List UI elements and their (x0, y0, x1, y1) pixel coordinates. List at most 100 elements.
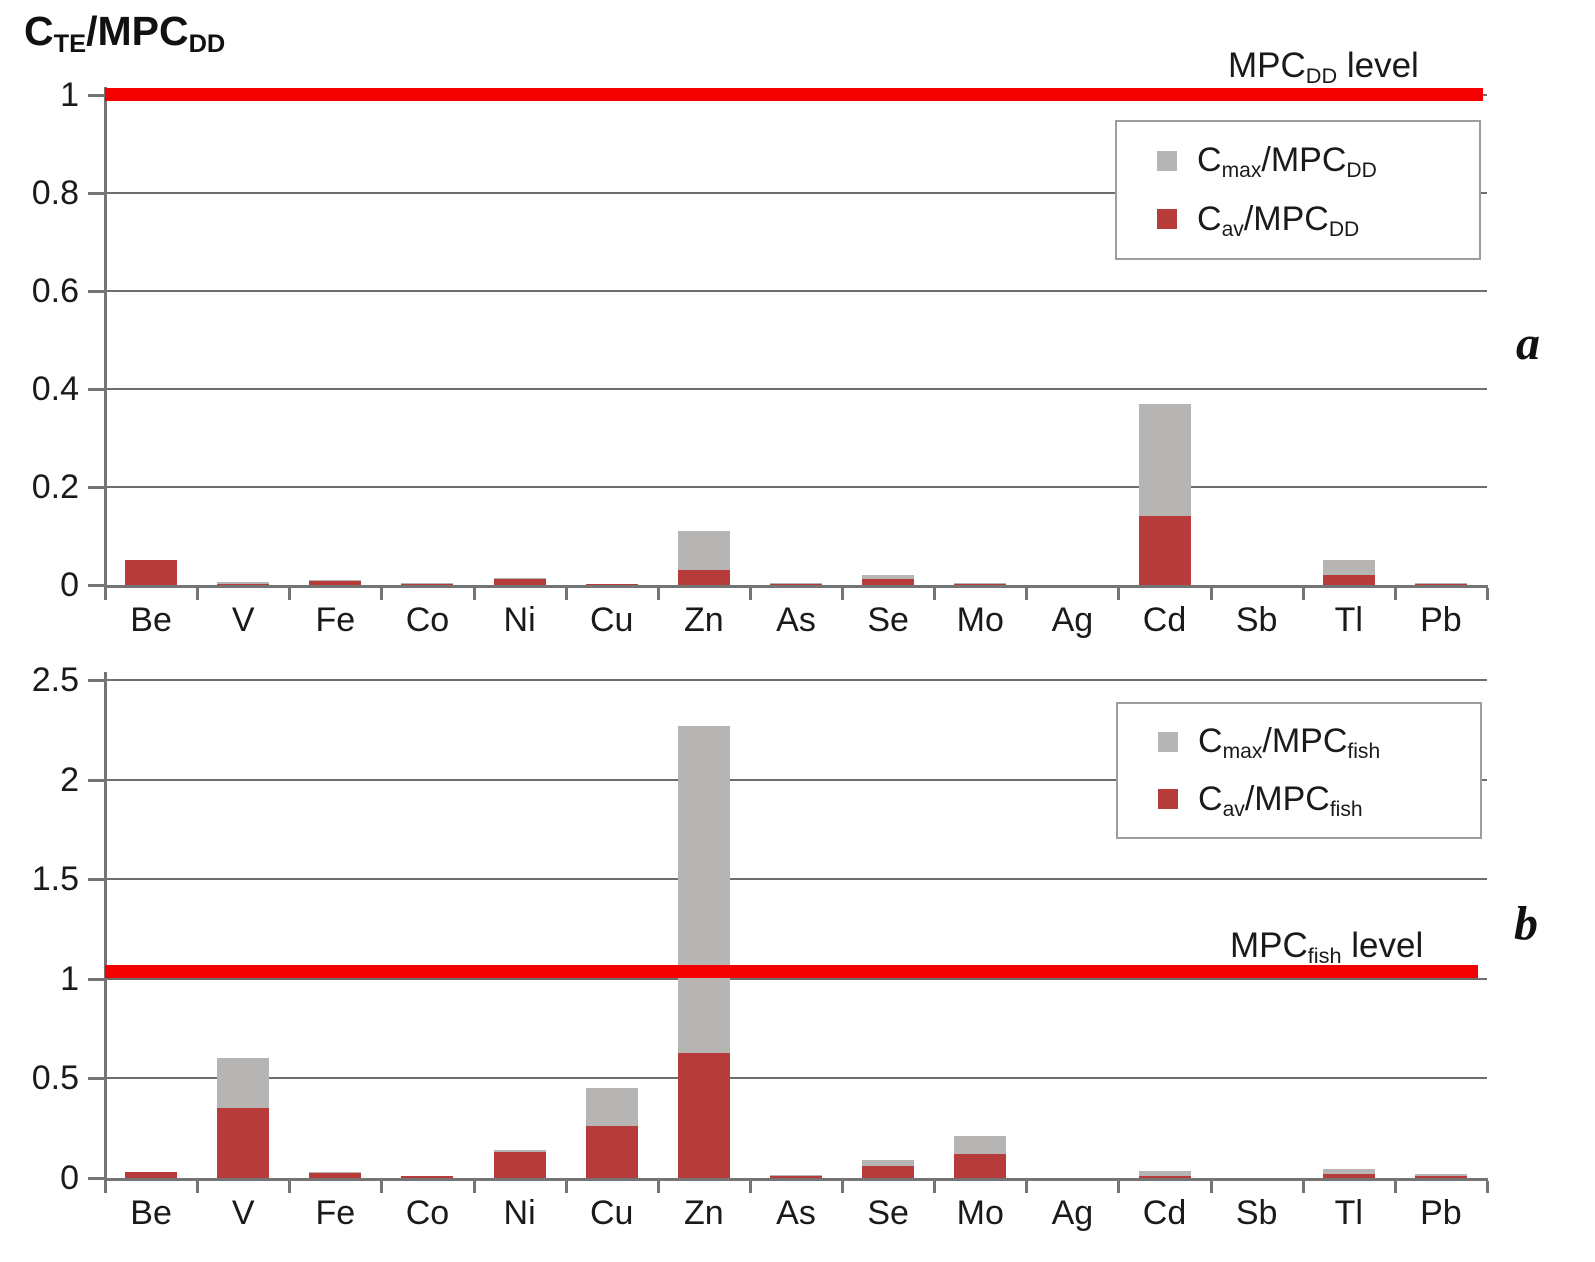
mpc-dd-level-label: MPCDD level (1228, 46, 1419, 86)
legend-label-cav: Cav/MPCfish (1198, 779, 1363, 820)
legend-subscript: max (1222, 740, 1263, 764)
legend-subscript: av (1221, 217, 1244, 241)
bar-max-As (770, 583, 822, 584)
legend-text: /MPC (1261, 141, 1347, 180)
title-subscript: TE (53, 30, 87, 59)
x-category-label-Cu: Cu (589, 1194, 634, 1232)
legend-item-cmax: Cmax/MPCfish (1158, 722, 1480, 764)
x-tick (656, 1181, 660, 1193)
x-category-label-Ni: Ni (503, 601, 536, 639)
x-category-label-Tl: Tl (1334, 1194, 1363, 1232)
y-tick-label: 0.5 (31, 1059, 79, 1098)
legend-subscript: fish (1347, 740, 1381, 764)
legend-subscript: max (1221, 159, 1262, 183)
x-category-label-Sb: Sb (1235, 601, 1278, 639)
x-category-label-Mo: Mo (956, 601, 1004, 639)
y-axis (104, 672, 107, 1181)
cmax-swatch-icon (1157, 150, 1177, 171)
x-tick (933, 1181, 937, 1193)
title-subscript: DD (188, 30, 226, 59)
y-tick-label: 1 (60, 76, 79, 114)
x-tick (196, 588, 200, 600)
x-category-label-Be: Be (130, 601, 172, 639)
bar-max-Cd (1138, 404, 1191, 516)
y-tick (88, 1177, 105, 1180)
y-tick-label: 2 (60, 760, 79, 799)
x-axis (104, 585, 1488, 588)
bar-av-Se (862, 1166, 915, 1178)
bar-max-As (770, 1175, 822, 1176)
bar-av-Zn (677, 1053, 730, 1178)
y-tick-label: 0 (60, 566, 79, 604)
bar-av-Be (125, 1172, 178, 1178)
gridline-0.6 (105, 290, 1487, 292)
x-category-label-Pb: Pb (1420, 1194, 1462, 1232)
x-category-label-Sb: Sb (1235, 1194, 1278, 1232)
x-category-label-V: V (231, 1194, 255, 1232)
bar-max-Zn (677, 531, 730, 570)
bar-av-Co (401, 1176, 454, 1178)
x-category-label-Cu: Cu (589, 601, 634, 639)
gridline-2.5 (105, 679, 1487, 681)
x-category-label-Zn: Zn (684, 1194, 724, 1232)
legend-subscript: DD (1346, 159, 1377, 183)
bar-max-Pb (1414, 1174, 1467, 1176)
bar-av-As (770, 1176, 822, 1178)
mpc-label-subscript: DD (1305, 63, 1338, 89)
y-tick-label: 0.6 (31, 272, 79, 310)
bar-av-Mo (954, 1154, 1007, 1178)
x-category-label-As: As (776, 1194, 816, 1232)
mpc-label-text: MPC (1228, 46, 1306, 85)
y-tick (88, 1077, 105, 1081)
x-tick (841, 1181, 845, 1193)
mpc-label-text: MPC (1230, 926, 1308, 965)
x-tick (380, 588, 384, 600)
x-tick (1486, 1181, 1489, 1193)
x-category-label-Ni: Ni (503, 1194, 536, 1232)
x-tick (1117, 588, 1121, 600)
legend-text: C (1198, 722, 1223, 761)
x-tick (1025, 588, 1029, 600)
y-tick (88, 290, 105, 293)
cmax-swatch-icon (1158, 731, 1178, 752)
x-tick (104, 1181, 107, 1193)
bar-av-Fe (309, 1173, 362, 1178)
bar-av-Tl (1322, 1174, 1375, 1178)
legend-item-cav: Cav/MPCfish (1158, 779, 1480, 820)
gridline-0.5 (105, 1077, 1487, 1080)
x-tick (1209, 588, 1213, 600)
legend-text: C (1198, 779, 1223, 818)
y-tick-label: 1 (60, 959, 79, 998)
x-tick (104, 588, 107, 600)
cav-swatch-icon (1157, 209, 1177, 230)
x-category-label-As: As (776, 601, 816, 639)
bar-av-Be (125, 560, 178, 585)
x-tick (196, 1181, 200, 1193)
x-tick (288, 588, 292, 600)
legend-label-cmax: Cmax/MPCfish (1198, 722, 1381, 764)
bar-max-V (217, 582, 270, 584)
bar-max-Zn (677, 726, 730, 1053)
gridline-0.2 (105, 486, 1487, 488)
gridline-2 (105, 778, 1487, 781)
bar-av-Cu (585, 584, 638, 585)
x-category-label-Co: Co (405, 601, 450, 639)
x-tick (1301, 588, 1305, 600)
x-category-label-Fe: Fe (315, 1194, 356, 1232)
y-tick (88, 878, 105, 882)
legend-text: /MPC (1244, 779, 1330, 818)
bar-av-Fe (309, 581, 362, 585)
x-category-label-Mo: Mo (956, 1194, 1004, 1232)
x-tick (748, 588, 752, 600)
legend-text: /MPC (1262, 722, 1348, 761)
y-tick-label: 0 (60, 1159, 79, 1197)
y-tick (88, 388, 105, 391)
x-category-label-Se: Se (867, 1194, 909, 1232)
legend-text: C (1197, 141, 1222, 180)
mpc-dd-threshold-line (105, 88, 1483, 101)
y-tick-label: 0.8 (31, 174, 79, 212)
x-category-label-Ag: Ag (1051, 1194, 1094, 1232)
x-tick (564, 1181, 568, 1193)
y-tick (88, 679, 105, 682)
y-tick (88, 778, 105, 782)
